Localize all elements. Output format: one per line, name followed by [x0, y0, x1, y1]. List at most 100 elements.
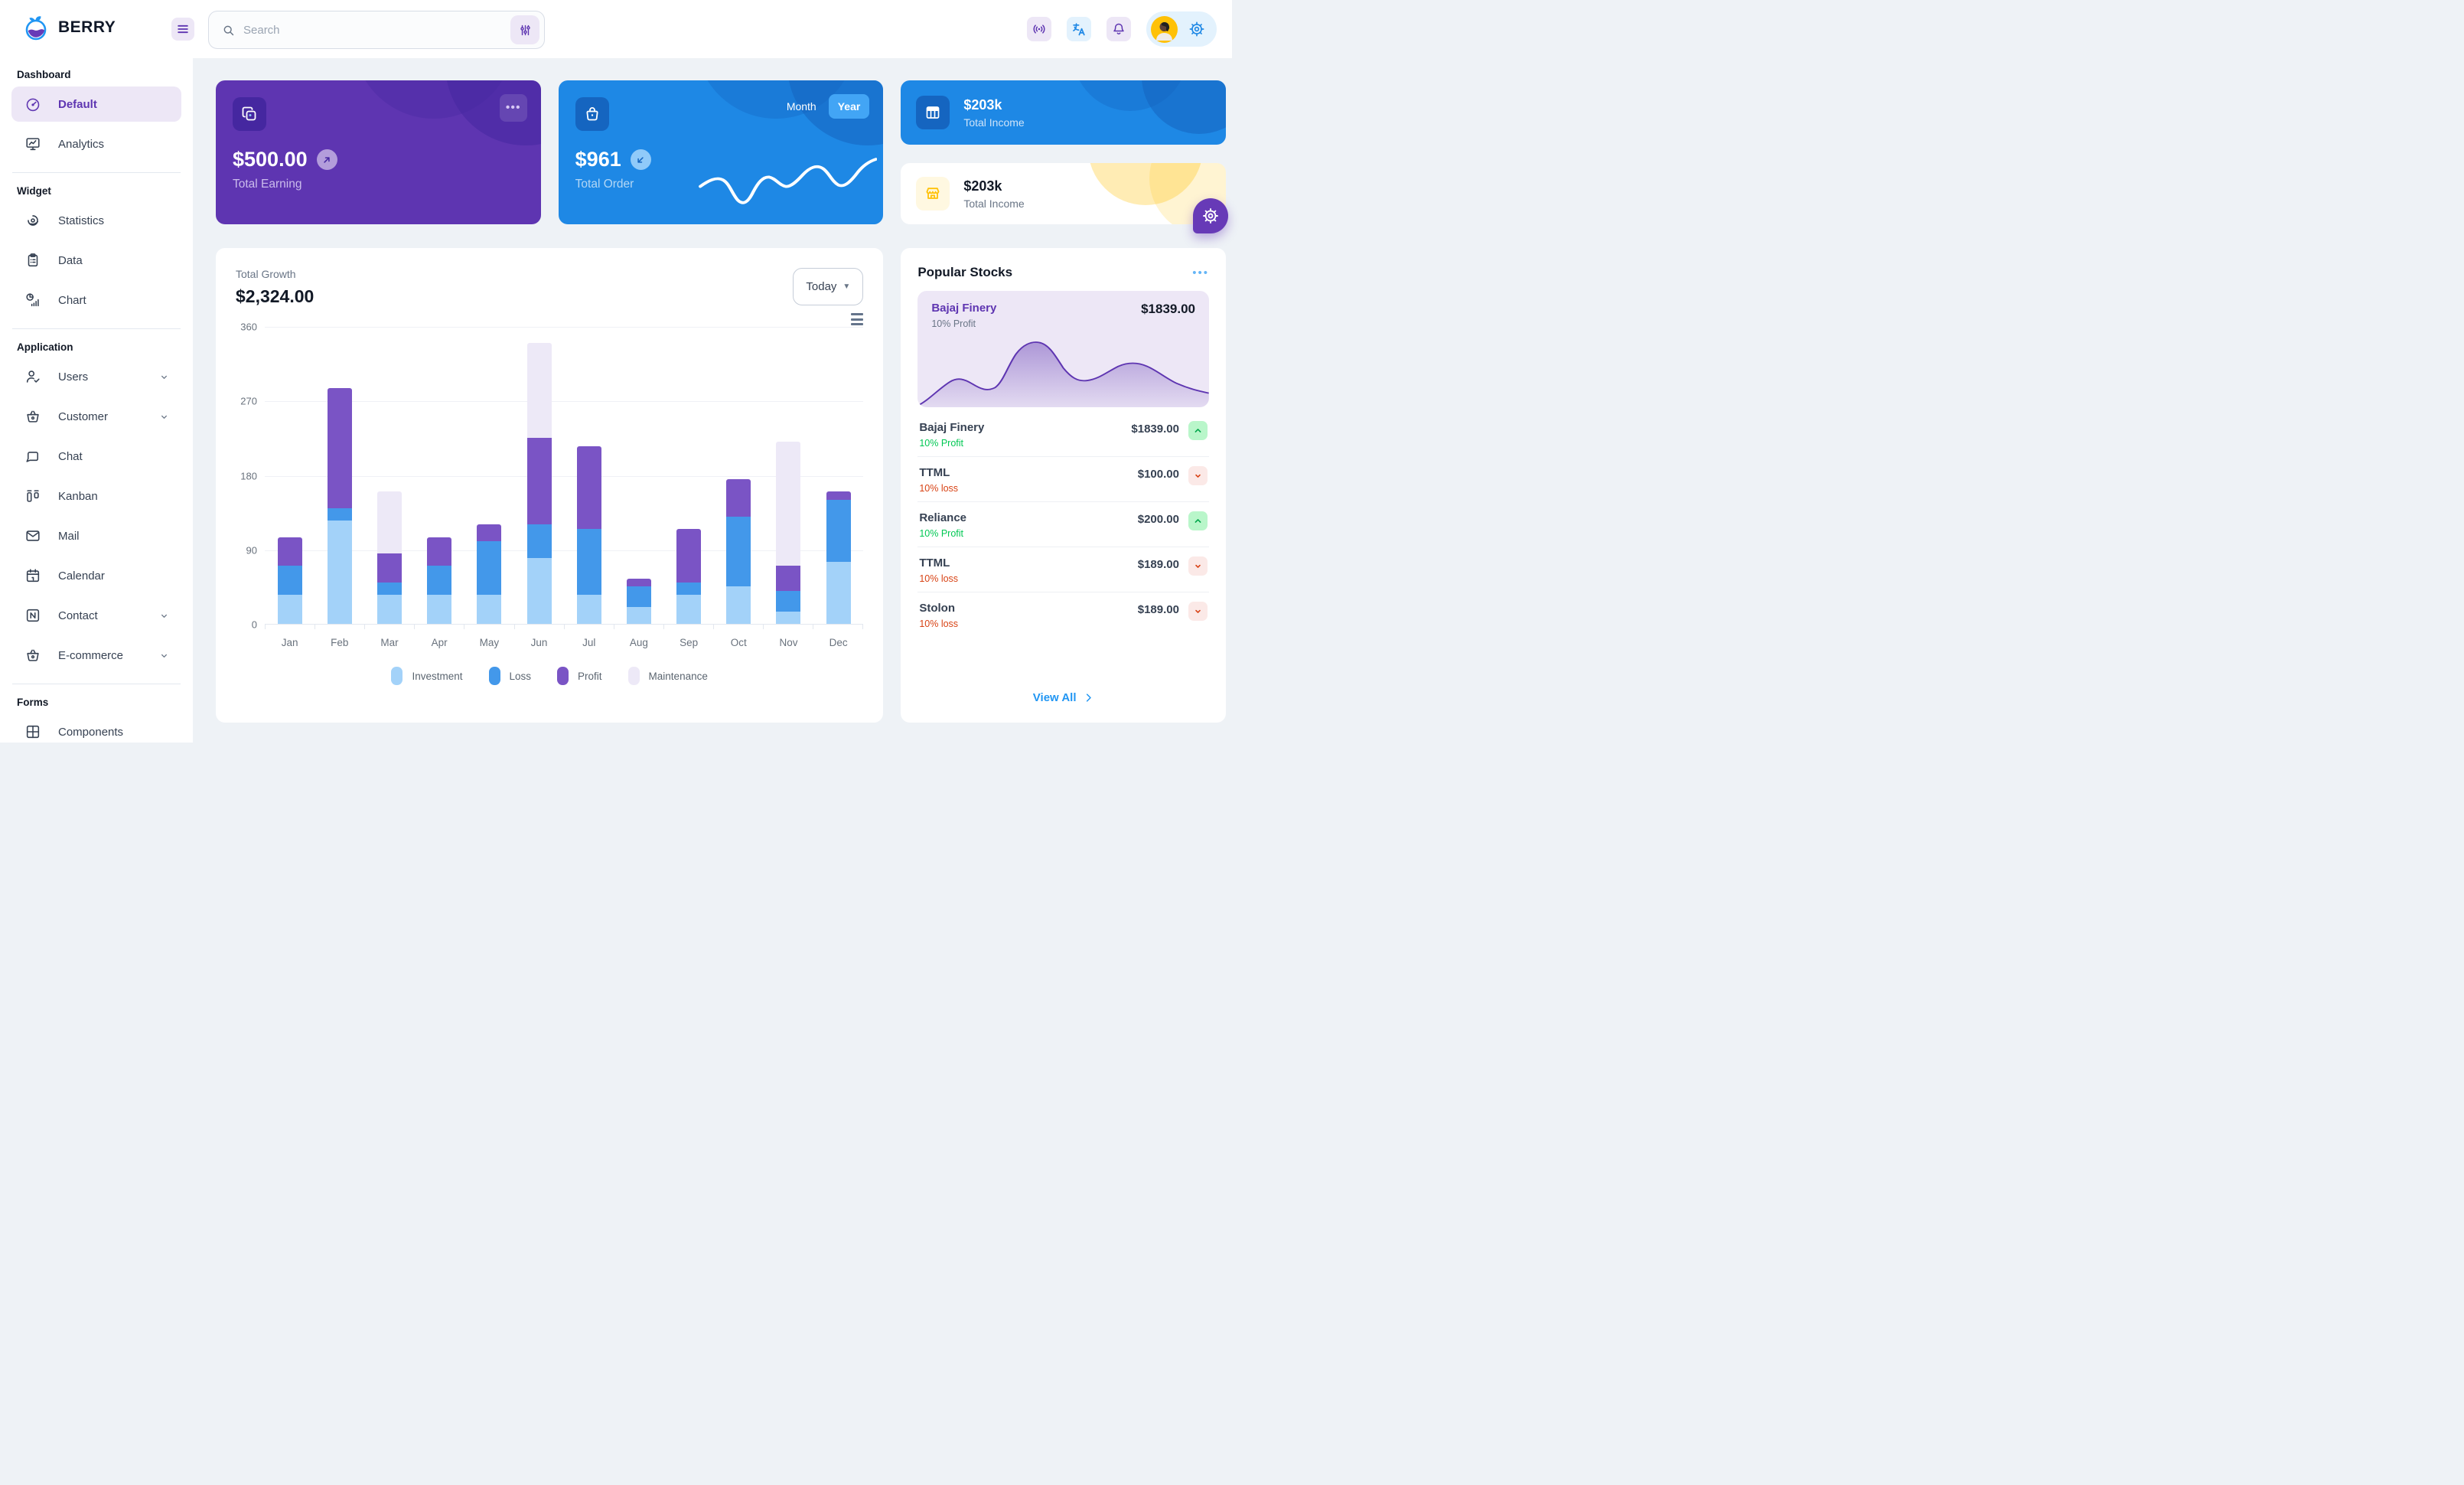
- sidebar-item-e-commerce[interactable]: E-commerce: [11, 638, 181, 673]
- sidebar-item-statistics[interactable]: Statistics: [11, 203, 181, 238]
- stock-list: Bajaj Finery 10% Profit $1839.00 TTML 10% lo…: [917, 412, 1209, 684]
- sidebar-item-chart[interactable]: Chart: [11, 282, 181, 318]
- trend-up-badge[interactable]: [316, 149, 337, 170]
- view-all-button[interactable]: View All: [917, 684, 1209, 706]
- search-settings-button[interactable]: [510, 15, 539, 44]
- sidebar-item-kanban[interactable]: Kanban: [11, 478, 181, 514]
- sidebar-item-label: Customer: [58, 410, 109, 423]
- total-order-label: Total Order: [575, 178, 634, 191]
- stock-price: $189.00: [1137, 603, 1179, 616]
- income-blue-value: $203k: [963, 96, 1002, 113]
- card-more-button[interactable]: •••: [499, 94, 527, 122]
- stock-status: 10% Profit: [919, 438, 963, 449]
- sidebar-item-data[interactable]: Data: [11, 243, 181, 278]
- sidebar-item-label: Data: [58, 253, 83, 267]
- sidebar-item-chat[interactable]: Chat: [11, 439, 181, 474]
- language-button[interactable]: [1067, 17, 1091, 41]
- bar-segment-loss: [526, 524, 552, 558]
- total-order-value: $961: [575, 148, 621, 171]
- y-axis-labels: 0 90 180 270 360: [236, 321, 265, 631]
- x-tick-label: May: [479, 637, 500, 648]
- bar-oct[interactable]: [726, 478, 751, 624]
- chevron-down-icon: [158, 609, 171, 622]
- stock-price: $200.00: [1137, 513, 1179, 526]
- chevron-down-badge: [1188, 556, 1208, 576]
- search-input[interactable]: [243, 23, 510, 37]
- sidebar-section-title: Forms: [17, 697, 49, 708]
- bar-segment-investment: [376, 595, 402, 624]
- stock-name: Bajaj Finery: [919, 421, 985, 434]
- x-tick-label: Jun: [530, 637, 548, 648]
- box-icon: [24, 723, 43, 740]
- shopping-bag-icon: [575, 97, 609, 131]
- bar-jan[interactable]: [277, 537, 302, 624]
- bar-aug[interactable]: [626, 578, 651, 624]
- sidebar-item-label: Chart: [58, 293, 86, 307]
- stock-row[interactable]: Stolon 10% loss $189.00: [917, 592, 1209, 637]
- trend-down-badge[interactable]: [630, 149, 651, 170]
- sidebar-item-components[interactable]: Components: [11, 714, 181, 742]
- sidebar-item-analytics[interactable]: Analytics: [11, 126, 181, 162]
- stock-row[interactable]: TTML 10% loss $189.00: [917, 547, 1209, 592]
- live-broadcast-button[interactable]: [1027, 17, 1051, 41]
- sidebar-item-mail[interactable]: Mail: [11, 518, 181, 553]
- x-tick-label: Sep: [680, 637, 699, 648]
- chat-icon: [24, 448, 43, 465]
- sidebar-item-customer[interactable]: Customer: [11, 399, 181, 434]
- featured-stock-name: Bajaj Finery: [931, 302, 997, 315]
- arrow-up-right-icon: [324, 156, 330, 163]
- sidebar-toggle-button[interactable]: [171, 18, 194, 41]
- contact-icon: [24, 607, 43, 624]
- legend-item-maintenance[interactable]: Maintenance: [627, 667, 708, 685]
- legend-item-loss[interactable]: Loss: [488, 667, 531, 685]
- chevron-right-icon: [1086, 694, 1091, 702]
- sidebar-item-default[interactable]: Default: [11, 86, 181, 122]
- bar-jul[interactable]: [576, 445, 601, 624]
- settings-gear-icon: [1189, 21, 1204, 37]
- bar-dec[interactable]: [826, 491, 851, 624]
- theme-customize-fab[interactable]: [1193, 198, 1228, 233]
- sidebar-item-calendar[interactable]: Calendar: [11, 558, 181, 593]
- stock-status: 10% Profit: [919, 528, 963, 539]
- app-header: BERRY: [0, 0, 1232, 58]
- legend-swatch: [391, 667, 403, 685]
- chevron-down-icon: [158, 370, 171, 383]
- legend-item-investment[interactable]: Investment: [391, 667, 463, 685]
- toggle-month-button[interactable]: Month: [777, 94, 826, 119]
- chart-menu-button[interactable]: [851, 312, 864, 325]
- income-blue-label: Total Income: [963, 116, 1025, 129]
- sidebar-item-contact[interactable]: Contact: [11, 598, 181, 633]
- notifications-button[interactable]: [1107, 17, 1131, 41]
- stock-row[interactable]: TTML 10% loss $100.00: [917, 457, 1209, 502]
- sidebar-item-users[interactable]: Users: [11, 359, 181, 394]
- growth-title: Total Growth: [236, 268, 296, 280]
- bar-segment-profit: [376, 553, 402, 583]
- bar-feb[interactable]: [327, 388, 352, 624]
- bar-nov[interactable]: [776, 442, 801, 624]
- brand-logo[interactable]: BERRY: [23, 14, 116, 41]
- growth-range-select[interactable]: Today ▼: [793, 268, 864, 305]
- bar-segment-loss: [676, 582, 702, 596]
- growth-amount: $2,324.00: [236, 286, 315, 306]
- toggle-year-button[interactable]: Year: [828, 94, 870, 119]
- bar-may[interactable]: [477, 524, 502, 624]
- bar-mar[interactable]: [376, 491, 402, 624]
- bar-jun[interactable]: [526, 342, 552, 624]
- bar-segment-profit: [477, 524, 502, 541]
- bar-apr[interactable]: [427, 537, 452, 624]
- legend-item-profit[interactable]: Profit: [557, 667, 602, 685]
- stock-row[interactable]: Bajaj Finery 10% Profit $1839.00: [917, 412, 1209, 457]
- order-sparkline: [698, 158, 878, 204]
- stocks-more-button[interactable]: •••: [1192, 266, 1209, 279]
- gridline: [265, 475, 864, 477]
- bar-chart-plot: [265, 327, 864, 625]
- bar-sep[interactable]: [676, 528, 702, 624]
- bar-segment-loss: [826, 499, 851, 562]
- featured-stock-card[interactable]: Bajaj Finery 10% Profit $1839.00: [917, 291, 1209, 407]
- stock-row[interactable]: Reliance 10% Profit $200.00: [917, 502, 1209, 547]
- x-tick-label: Feb: [331, 637, 349, 648]
- legend-swatch: [557, 667, 569, 685]
- stock-area-chart: [917, 341, 1209, 407]
- chevron-up-badge: [1188, 511, 1208, 530]
- profile-menu-button[interactable]: [1146, 11, 1217, 47]
